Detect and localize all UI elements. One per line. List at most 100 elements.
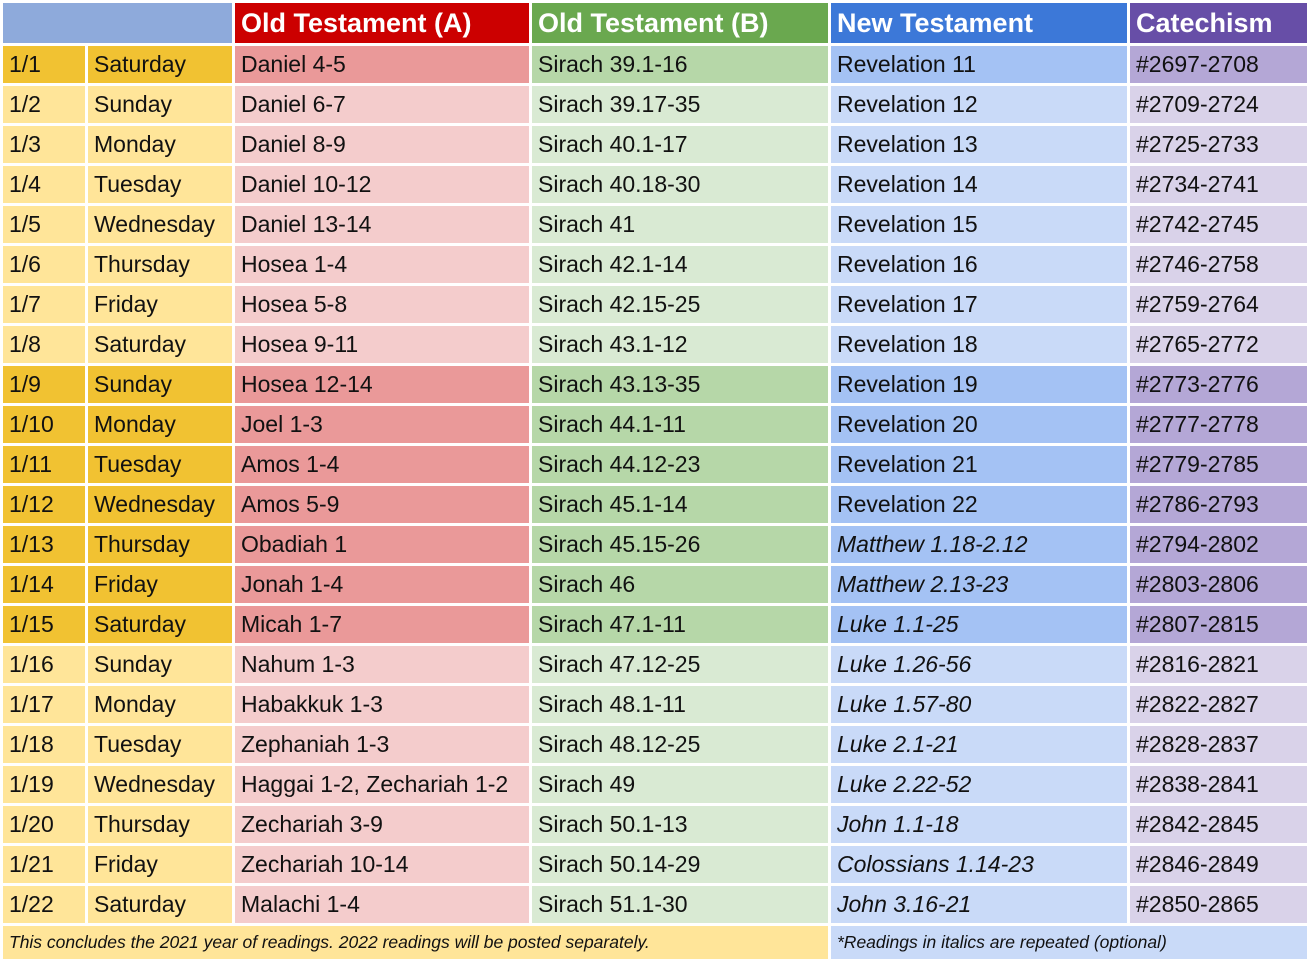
date-cell: 1/20 <box>3 806 85 843</box>
nt-cell: Luke 1.26-56 <box>831 646 1127 683</box>
ot-b-cell: Sirach 47.12-25 <box>532 646 828 683</box>
date-cell: 1/6 <box>3 246 85 283</box>
day-cell: Sunday <box>88 646 232 683</box>
day-cell: Thursday <box>88 806 232 843</box>
table-row: 1/18 Tuesday Zephaniah 1-3 Sirach 48.12-25 L… <box>3 726 1307 763</box>
table-row: 1/9 Sunday Hosea 12-14 Sirach 43.13-35 Revel… <box>3 366 1307 403</box>
day-cell: Wednesday <box>88 206 232 243</box>
ot-a-cell: Nahum 1-3 <box>235 646 529 683</box>
nt-cell: John 3.16-21 <box>831 886 1127 923</box>
nt-cell: Matthew 1.18-2.12 <box>831 526 1127 563</box>
ot-a-cell: Joel 1-3 <box>235 406 529 443</box>
catechism-cell: #2777-2778 <box>1130 406 1307 443</box>
ot-b-cell: Sirach 47.1-11 <box>532 606 828 643</box>
date-cell: 1/14 <box>3 566 85 603</box>
ot-a-cell: Daniel 6-7 <box>235 86 529 123</box>
day-cell: Friday <box>88 566 232 603</box>
date-cell: 1/8 <box>3 326 85 363</box>
header-row: Old Testament (A) Old Testament (B) New … <box>3 3 1307 43</box>
ot-b-cell: Sirach 39.17-35 <box>532 86 828 123</box>
nt-cell: Revelation 13 <box>831 126 1127 163</box>
ot-b-cell: Sirach 43.13-35 <box>532 366 828 403</box>
ot-a-cell: Daniel 8-9 <box>235 126 529 163</box>
table-row: 1/21 Friday Zechariah 10-14 Sirach 50.14-29… <box>3 846 1307 883</box>
nt-cell: Luke 2.1-21 <box>831 726 1127 763</box>
ot-a-cell: Zephaniah 1-3 <box>235 726 529 763</box>
table-row: 1/4 Tuesday Daniel 10-12 Sirach 40.18-30 Rev… <box>3 166 1307 203</box>
date-cell: 1/7 <box>3 286 85 323</box>
ot-a-cell: Micah 1-7 <box>235 606 529 643</box>
nt-cell: Revelation 11 <box>831 46 1127 83</box>
date-cell: 1/21 <box>3 846 85 883</box>
nt-cell: Revelation 12 <box>831 86 1127 123</box>
day-cell: Saturday <box>88 606 232 643</box>
day-cell: Thursday <box>88 526 232 563</box>
ot-b-cell: Sirach 48.12-25 <box>532 726 828 763</box>
date-cell: 1/13 <box>3 526 85 563</box>
day-cell: Tuesday <box>88 446 232 483</box>
footer-note-conclusion: This concludes the 2021 year of readings… <box>3 926 828 959</box>
ot-b-cell: Sirach 50.1-13 <box>532 806 828 843</box>
nt-cell: Luke 1.1-25 <box>831 606 1127 643</box>
date-cell: 1/15 <box>3 606 85 643</box>
table-row: 1/16 Sunday Nahum 1-3 Sirach 47.12-25 Luke 1… <box>3 646 1307 683</box>
catechism-cell: #2697-2708 <box>1130 46 1307 83</box>
table-row: 1/19 Wednesday Haggai 1-2, Zechariah 1-2 Si… <box>3 766 1307 803</box>
catechism-cell: #2794-2802 <box>1130 526 1307 563</box>
table-row: 1/17 Monday Habakkuk 1-3 Sirach 48.1-11 Luke… <box>3 686 1307 723</box>
ot-a-cell: Amos 5-9 <box>235 486 529 523</box>
table-row: 1/11 Tuesday Amos 1-4 Sirach 44.12-23 Revela… <box>3 446 1307 483</box>
footer-note-italics: *Readings in italics are repeated (optio… <box>831 926 1307 959</box>
ot-b-cell: Sirach 44.12-23 <box>532 446 828 483</box>
ot-a-cell: Hosea 1-4 <box>235 246 529 283</box>
day-cell: Sunday <box>88 366 232 403</box>
day-cell: Saturday <box>88 886 232 923</box>
ot-b-cell: Sirach 43.1-12 <box>532 326 828 363</box>
ot-a-cell: Malachi 1-4 <box>235 886 529 923</box>
nt-cell: John 1.1-18 <box>831 806 1127 843</box>
ot-a-cell: Hosea 9-11 <box>235 326 529 363</box>
day-cell: Saturday <box>88 326 232 363</box>
table-row: 1/7 Friday Hosea 5-8 Sirach 42.15-25 Revelat… <box>3 286 1307 323</box>
ot-b-cell: Sirach 39.1-16 <box>532 46 828 83</box>
day-cell: Tuesday <box>88 166 232 203</box>
nt-cell: Colossians 1.14-23 <box>831 846 1127 883</box>
day-cell: Sunday <box>88 86 232 123</box>
table-row: 1/12 Wednesday Amos 5-9 Sirach 45.1-14 Revel… <box>3 486 1307 523</box>
day-cell: Wednesday <box>88 486 232 523</box>
ot-b-cell: Sirach 41 <box>532 206 828 243</box>
day-cell: Friday <box>88 846 232 883</box>
ot-b-cell: Sirach 42.15-25 <box>532 286 828 323</box>
ot-b-cell: Sirach 40.18-30 <box>532 166 828 203</box>
date-cell: 1/5 <box>3 206 85 243</box>
date-cell: 1/18 <box>3 726 85 763</box>
date-header-blank <box>3 3 232 43</box>
ot-b-cell: Sirach 51.1-30 <box>532 886 828 923</box>
ot-a-cell: Zechariah 10-14 <box>235 846 529 883</box>
table-row: 1/8 Saturday Hosea 9-11 Sirach 43.1-12 Revel… <box>3 326 1307 363</box>
nt-cell: Revelation 18 <box>831 326 1127 363</box>
date-cell: 1/4 <box>3 166 85 203</box>
date-cell: 1/9 <box>3 366 85 403</box>
ot-b-cell: Sirach 50.14-29 <box>532 846 828 883</box>
nt-cell: Revelation 15 <box>831 206 1127 243</box>
ot-a-cell: Hosea 12-14 <box>235 366 529 403</box>
ot-a-cell: Daniel 10-12 <box>235 166 529 203</box>
nt-cell: Revelation 17 <box>831 286 1127 323</box>
catechism-cell: #2786-2793 <box>1130 486 1307 523</box>
table-row: 1/3 Monday Daniel 8-9 Sirach 40.1-17 Revelat… <box>3 126 1307 163</box>
ot-a-cell: Obadiah 1 <box>235 526 529 563</box>
date-cell: 1/10 <box>3 406 85 443</box>
date-cell: 1/19 <box>3 766 85 803</box>
table-row: 1/10 Monday Joel 1-3 Sirach 44.1-11 Revelati… <box>3 406 1307 443</box>
catechism-cell: #2846-2849 <box>1130 846 1307 883</box>
ot-a-cell: Daniel 4-5 <box>235 46 529 83</box>
catechism-cell: #2742-2745 <box>1130 206 1307 243</box>
ot-b-header: Old Testament (B) <box>532 3 828 43</box>
ot-a-cell: Hosea 5-8 <box>235 286 529 323</box>
day-cell: Monday <box>88 126 232 163</box>
nt-cell: Luke 1.57-80 <box>831 686 1127 723</box>
ot-b-cell: Sirach 42.1-14 <box>532 246 828 283</box>
ot-a-cell: Zechariah 3-9 <box>235 806 529 843</box>
